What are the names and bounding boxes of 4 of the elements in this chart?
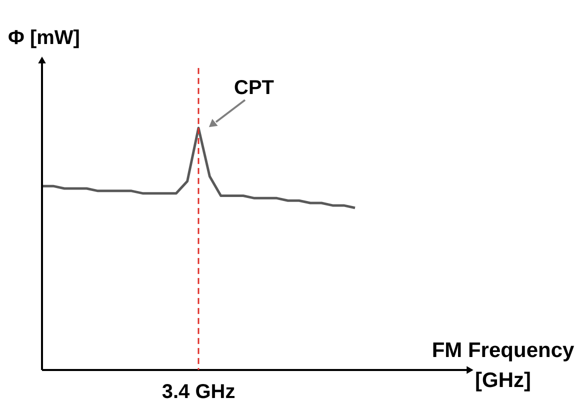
x-axis-title: FM Frequency [GHz] [432,339,574,392]
text: 3.4 GHz [162,381,236,403]
text: CPT [234,77,274,99]
y-axis-title: Φ [mW] [8,27,80,49]
